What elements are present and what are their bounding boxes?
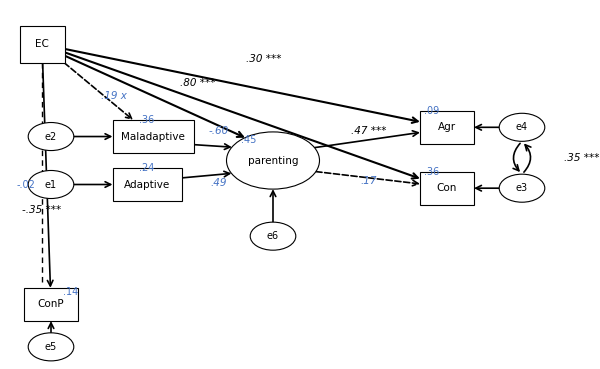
FancyBboxPatch shape bbox=[420, 172, 474, 205]
Text: .30 ***: .30 *** bbox=[246, 54, 282, 64]
Text: .14: .14 bbox=[62, 286, 78, 297]
Text: .09: .09 bbox=[424, 106, 440, 116]
Text: -.35 ***: -.35 *** bbox=[22, 205, 62, 215]
Circle shape bbox=[250, 222, 296, 250]
Text: .47 ***: .47 *** bbox=[351, 126, 387, 136]
Text: e5: e5 bbox=[45, 342, 57, 352]
Text: .17: .17 bbox=[361, 176, 377, 186]
Text: e2: e2 bbox=[45, 131, 57, 142]
Circle shape bbox=[499, 113, 545, 141]
Circle shape bbox=[28, 123, 74, 151]
FancyBboxPatch shape bbox=[20, 26, 65, 63]
FancyBboxPatch shape bbox=[113, 168, 182, 201]
Text: parenting: parenting bbox=[248, 155, 298, 166]
Text: .36: .36 bbox=[139, 114, 155, 125]
Text: e6: e6 bbox=[267, 231, 279, 241]
Text: e1: e1 bbox=[45, 179, 57, 190]
Text: -.02: -.02 bbox=[16, 179, 35, 190]
Text: Con: Con bbox=[437, 183, 457, 193]
FancyBboxPatch shape bbox=[113, 120, 193, 153]
Text: .35 ***: .35 *** bbox=[564, 153, 599, 163]
Text: EC: EC bbox=[35, 39, 49, 49]
FancyBboxPatch shape bbox=[420, 111, 474, 144]
Circle shape bbox=[499, 174, 545, 202]
Text: e3: e3 bbox=[516, 183, 528, 193]
Text: ConP: ConP bbox=[38, 299, 64, 310]
Text: e4: e4 bbox=[516, 122, 528, 132]
Text: Adaptive: Adaptive bbox=[124, 179, 170, 190]
Ellipse shape bbox=[227, 132, 320, 189]
Text: .36: .36 bbox=[424, 166, 440, 177]
FancyArrowPatch shape bbox=[524, 145, 531, 172]
FancyArrowPatch shape bbox=[513, 143, 520, 171]
Text: .45: .45 bbox=[241, 135, 257, 145]
Text: Maladaptive: Maladaptive bbox=[121, 131, 185, 142]
FancyBboxPatch shape bbox=[24, 288, 78, 321]
Circle shape bbox=[28, 333, 74, 361]
Text: .49: .49 bbox=[211, 177, 227, 188]
Circle shape bbox=[28, 170, 74, 199]
Text: .80 ***: .80 *** bbox=[180, 78, 216, 88]
Text: Agr: Agr bbox=[438, 122, 456, 132]
Text: -.60: -.60 bbox=[209, 126, 229, 136]
Text: .19 x: .19 x bbox=[101, 91, 127, 101]
Text: .24: .24 bbox=[139, 162, 155, 173]
